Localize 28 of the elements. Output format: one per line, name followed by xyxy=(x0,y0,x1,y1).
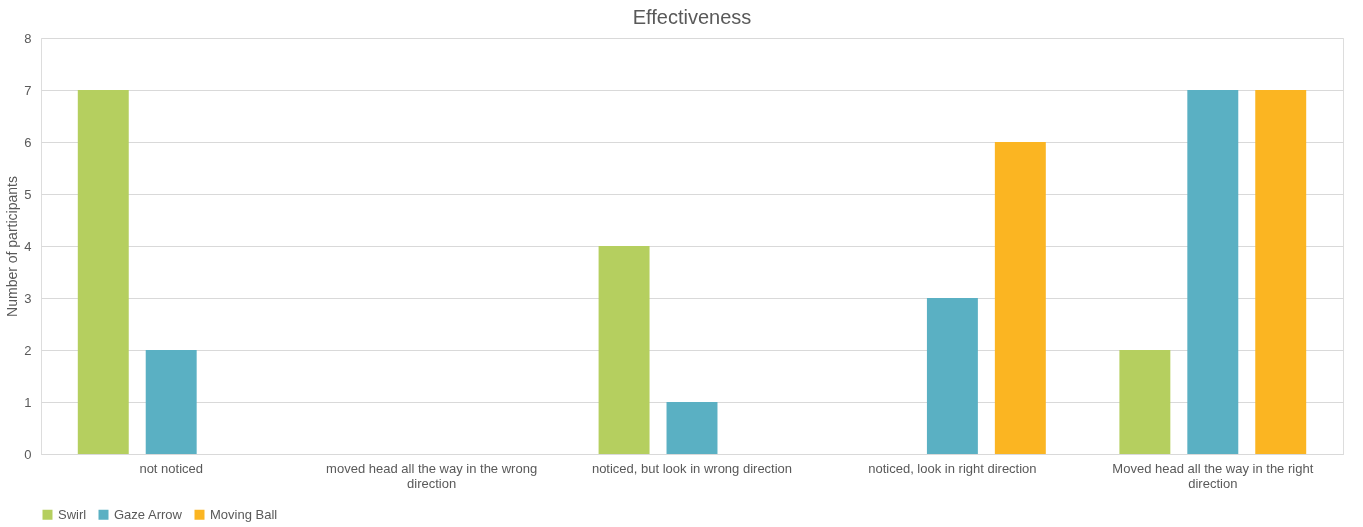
bar xyxy=(666,402,718,454)
bar xyxy=(77,90,129,454)
legend-label: Gaze Arrow xyxy=(114,506,183,522)
x-tick-label: noticed, but look in wrong direction xyxy=(591,460,793,476)
bar xyxy=(1187,90,1239,454)
y-tick-label: 8 xyxy=(24,30,32,46)
bar xyxy=(1119,350,1171,454)
y-axis-title: Number of participants xyxy=(4,176,21,317)
y-tick-label: 3 xyxy=(24,290,32,306)
y-tick-label: 4 xyxy=(24,238,32,254)
bar xyxy=(994,142,1046,454)
x-tick-label: Moved head all the way in the right direction xyxy=(1112,460,1314,491)
x-tick-label: moved head all the way in the wrong direction xyxy=(326,460,538,491)
y-tick-label: 0 xyxy=(24,446,32,462)
chart-title: Effectiveness xyxy=(632,6,752,28)
bar xyxy=(926,298,978,454)
x-tick-label: noticed, look in right direction xyxy=(868,460,1037,476)
y-tick-label: 2 xyxy=(24,342,32,358)
y-tick-label: 6 xyxy=(24,134,32,150)
bar xyxy=(1255,90,1307,454)
y-tick-label: 1 xyxy=(24,394,32,410)
y-tick-label: 5 xyxy=(24,186,32,202)
bar xyxy=(145,350,197,454)
legend-label: Swirl xyxy=(58,506,87,522)
y-tick-label: 7 xyxy=(24,82,32,98)
x-tick-label: not noticed xyxy=(139,460,203,476)
bar xyxy=(598,246,650,454)
legend-label: Moving Ball xyxy=(210,506,278,522)
